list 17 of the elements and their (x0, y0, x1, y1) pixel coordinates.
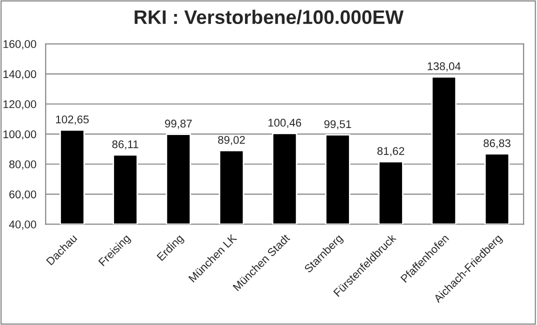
y-tick-label: 60,00 (9, 190, 36, 200)
y-tick-label: 140,00 (3, 70, 36, 80)
data-label: 99,51 (324, 120, 352, 130)
data-label: 99,87 (165, 120, 192, 129)
data-label: 89,02 (218, 136, 245, 146)
data-label: 86,11 (112, 140, 138, 150)
y-tick-label: 160,00 (3, 40, 36, 50)
y-tick-label: 120,00 (3, 100, 36, 110)
y-tick-label: 40,00 (9, 220, 36, 230)
y-tick-label: 80,00 (9, 160, 36, 170)
data-label: 138,04 (428, 62, 461, 72)
data-label: 86,83 (484, 139, 510, 148)
data-label: 100,46 (268, 118, 302, 128)
data-label: 102,65 (56, 116, 89, 125)
chart-title: RKI : Verstorbene/100.000EW (134, 10, 404, 24)
y-tick-label: 100,00 (3, 130, 36, 140)
data-label: 81,62 (377, 147, 404, 156)
